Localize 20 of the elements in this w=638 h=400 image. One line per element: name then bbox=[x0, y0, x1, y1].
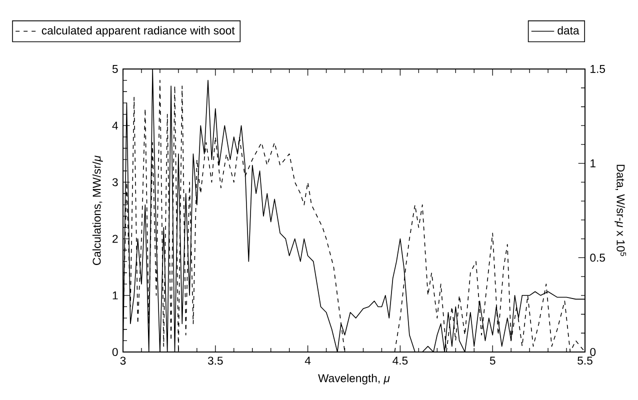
x-tick-label: 3 bbox=[120, 356, 126, 365]
y2-tick-label: 0.5 bbox=[590, 254, 605, 262]
y-tick-label: 0 bbox=[112, 348, 118, 356]
y2-tick-label: 0 bbox=[590, 348, 596, 356]
y-tick-label: 1 bbox=[112, 292, 118, 300]
y-tick-label: 4 bbox=[112, 122, 118, 130]
x-tick-label: 5 bbox=[490, 356, 496, 365]
legend-label: calculated apparent radiance with soot bbox=[42, 26, 235, 37]
x-axis-title: Wavelength, μ bbox=[318, 374, 390, 384]
x-tick-label: 4.5 bbox=[392, 356, 408, 365]
y-tick-label: 5 bbox=[112, 65, 118, 73]
legend-label: data bbox=[558, 26, 580, 34]
x-tick-label: 4 bbox=[304, 356, 311, 365]
y2-tick-label: 1 bbox=[590, 159, 596, 168]
x-tick-label: 5.5 bbox=[578, 356, 592, 365]
y-tick-label: 3 bbox=[112, 178, 118, 186]
y-tick-label: 2 bbox=[112, 234, 118, 243]
x-tick-label: 3.5 bbox=[208, 356, 223, 365]
y2-axis-title: Data, W/sr-μ x 10$^{5}$ bbox=[614, 164, 626, 256]
y2-tick-label: 1.5 bbox=[590, 65, 605, 73]
